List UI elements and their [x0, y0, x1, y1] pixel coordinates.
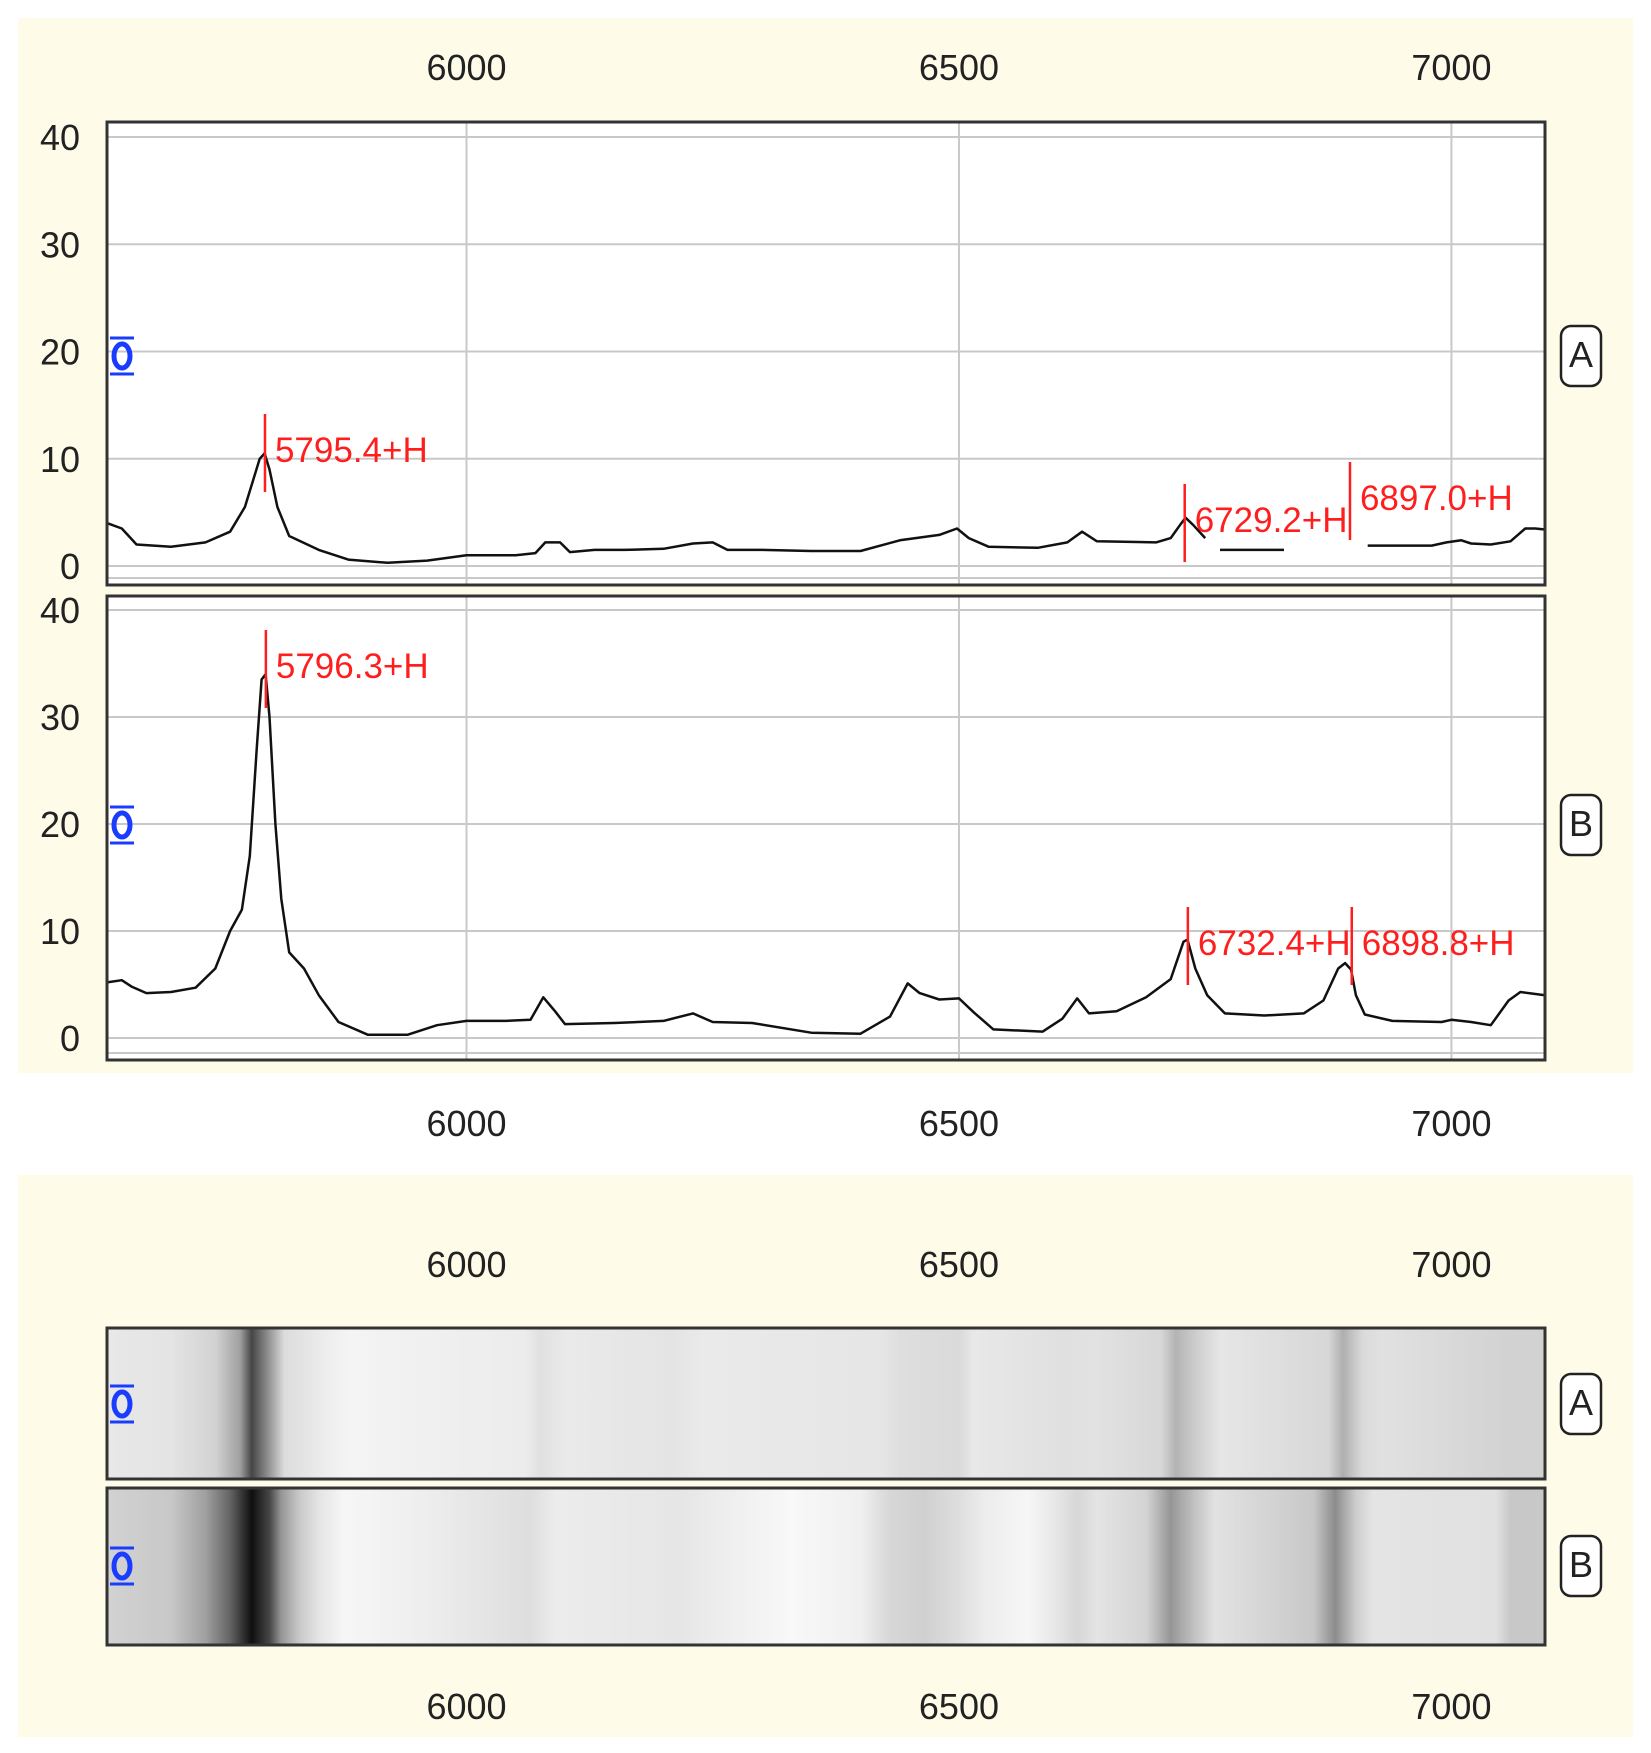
- x-tick-label: 7000: [1411, 1103, 1491, 1144]
- x-tick-label: 6000: [426, 1686, 506, 1727]
- y-tick-label: 30: [40, 697, 80, 738]
- panel-label-text: A: [1569, 334, 1593, 375]
- panel-label-b[interactable]: B: [1559, 1534, 1603, 1598]
- y-tick-label: 10: [40, 911, 80, 952]
- spectrum-plot-b: 0 10 20 30 40 5796.3+H 6732.4+H 6898.8+H B: [40, 590, 1603, 1062]
- spectrum-strip-a: A: [105, 1326, 1603, 1481]
- spectrum-trace: [106, 672, 1546, 1037]
- offset-marker-icon[interactable]: [110, 1384, 134, 1424]
- x-tick-label: 7000: [1411, 1686, 1491, 1727]
- strip-x-axis-bottom: 6000 6500 7000: [426, 1686, 1491, 1727]
- offset-marker-icon[interactable]: [110, 1546, 134, 1586]
- x-tick-label: 6500: [919, 1244, 999, 1285]
- peak-label: 5796.3+H: [276, 647, 429, 686]
- x-tick-label: 7000: [1411, 1244, 1491, 1285]
- offset-marker-icon[interactable]: [110, 336, 134, 376]
- plot-area: [107, 122, 1545, 585]
- x-tick-label: 6500: [919, 1103, 999, 1144]
- strip-frame: [105, 1326, 1547, 1481]
- y-tick-label: 20: [40, 332, 80, 373]
- y-tick-label: 0: [60, 546, 80, 587]
- plot-area: [107, 596, 1545, 1060]
- offset-marker-icon[interactable]: [110, 805, 134, 845]
- y-tick-label: 0: [60, 1018, 80, 1059]
- strip-frame: [105, 1486, 1547, 1647]
- x-tick-label: 6500: [919, 47, 999, 88]
- spectrum-trace: [1367, 527, 1546, 547]
- spectrum-strip-b: B: [105, 1486, 1603, 1647]
- strip-image: [107, 1488, 1545, 1645]
- strip-x-axis-top: 6000 6500 7000: [426, 1244, 1491, 1285]
- plot-frame: [105, 594, 1547, 1062]
- panel-label-text: B: [1569, 1544, 1593, 1585]
- spectrum-trace: [106, 452, 1207, 565]
- x-tick-label: 6500: [919, 1686, 999, 1727]
- panel-label-text: A: [1569, 1382, 1593, 1423]
- peak-label: 6732.4+H: [1198, 924, 1351, 963]
- peak-label: 5795.4+H: [275, 431, 428, 470]
- x-axis-bottom: 6000 6500 7000: [426, 1103, 1491, 1144]
- plot-frame: [105, 120, 1547, 587]
- x-tick-label: 6000: [426, 47, 506, 88]
- x-tick-label: 6000: [426, 1244, 506, 1285]
- y-tick-label: 10: [40, 439, 80, 480]
- y-tick-label: 30: [40, 224, 80, 265]
- panel-label-a[interactable]: A: [1559, 324, 1603, 388]
- x-tick-label: 7000: [1411, 47, 1491, 88]
- panel-label-b[interactable]: B: [1559, 793, 1603, 857]
- spectrum-plot-a: 0 10 20 30 40 5795.4+H 6729.2+H 6897.0+H A: [40, 117, 1603, 587]
- peak-label: 6898.8+H: [1362, 924, 1515, 963]
- peak-label: 6729.2+H: [1195, 501, 1348, 540]
- y-tick-label: 40: [40, 590, 80, 631]
- strip-image: [107, 1328, 1545, 1479]
- panel-label-text: B: [1569, 803, 1593, 844]
- y-tick-label: 40: [40, 117, 80, 158]
- x-tick-label: 6000: [426, 1103, 506, 1144]
- y-tick-label: 20: [40, 804, 80, 845]
- panel-label-a[interactable]: A: [1559, 1372, 1603, 1436]
- peak-label: 6897.0+H: [1360, 479, 1513, 518]
- x-axis-top: 6000 6500 7000: [426, 47, 1491, 88]
